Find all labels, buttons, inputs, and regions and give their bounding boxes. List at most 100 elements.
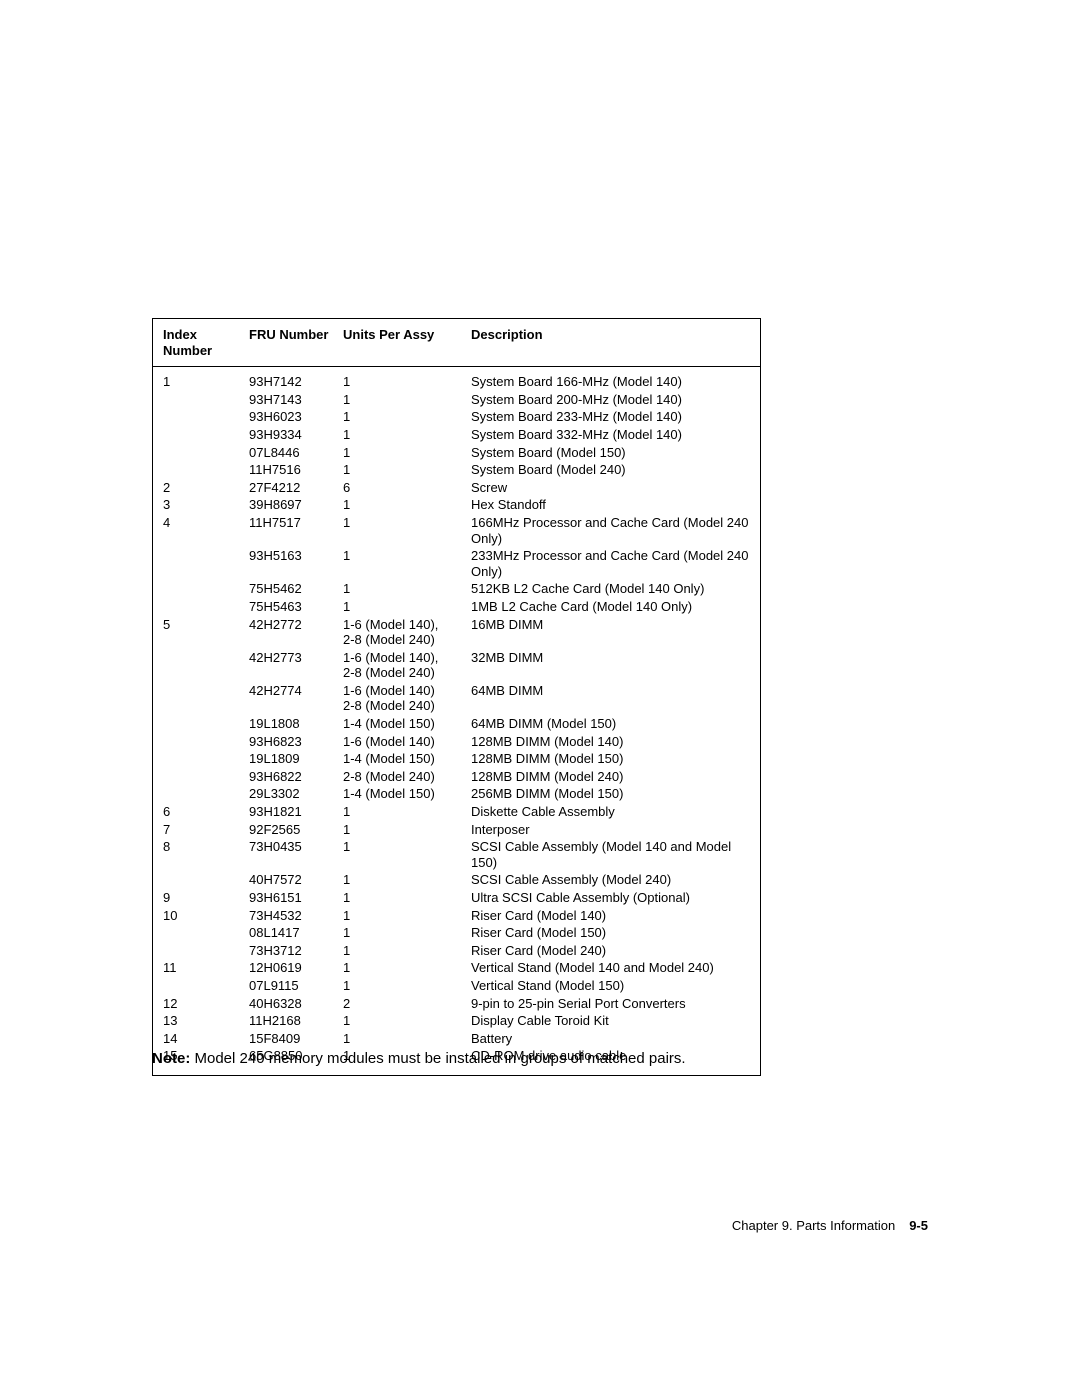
- cell-fru: 29L3302: [249, 786, 343, 802]
- note-text: Model 240 memory modules must be install…: [195, 1050, 686, 1067]
- cell-units: 2: [343, 996, 471, 1012]
- cell-fru: 07L9115: [249, 978, 343, 994]
- cell-fru: 73H0435: [249, 839, 343, 870]
- cell-index: 9: [163, 890, 249, 906]
- cell-fru: 73H3712: [249, 943, 343, 959]
- cell-description: Vertical Stand (Model 150): [471, 978, 750, 994]
- cell-index: [163, 427, 249, 443]
- table-row: 07L91151Vertical Stand (Model 150): [163, 977, 750, 995]
- cell-units: 1: [343, 943, 471, 959]
- cell-description: System Board 233-MHz (Model 140): [471, 409, 750, 425]
- cell-description: 64MB DIMM: [471, 683, 750, 714]
- cell-units: 1: [343, 497, 471, 513]
- cell-index: [163, 581, 249, 597]
- cell-units: 1: [343, 445, 471, 461]
- cell-units: 1-6 (Model 140), 2-8 (Model 240): [343, 650, 471, 681]
- table-row: 227F42126Screw: [163, 479, 750, 497]
- table-row: 93H93341System Board 332-MHz (Model 140): [163, 426, 750, 444]
- cell-description: System Board 332-MHz (Model 140): [471, 427, 750, 443]
- cell-units: 1: [343, 978, 471, 994]
- table-row: 11H75161System Board (Model 240): [163, 461, 750, 479]
- cell-index: [163, 409, 249, 425]
- cell-index: [163, 462, 249, 478]
- cell-fru: 42H2773: [249, 650, 343, 681]
- cell-index: [163, 943, 249, 959]
- cell-units: 1: [343, 960, 471, 976]
- table-row: 93H71431System Board 200-MHz (Model 140): [163, 391, 750, 409]
- cell-index: [163, 872, 249, 888]
- cell-fru: 73H4532: [249, 908, 343, 924]
- cell-index: 5: [163, 617, 249, 648]
- table-row: 93H68222-8 (Model 240)128MB DIMM (Model …: [163, 768, 750, 786]
- table-row: 42H27741-6 (Model 140) 2-8 (Model 240)64…: [163, 682, 750, 715]
- cell-units: 2-8 (Model 240): [343, 769, 471, 785]
- cell-index: [163, 978, 249, 994]
- cell-fru: 93H6822: [249, 769, 343, 785]
- cell-units: 1-6 (Model 140): [343, 734, 471, 750]
- cell-units: 1: [343, 1031, 471, 1047]
- table-row: 693H18211Diskette Cable Assembly: [163, 803, 750, 821]
- note: Note: Model 240 memory modules must be i…: [152, 1050, 686, 1067]
- table-row: 08L14171Riser Card (Model 150): [163, 924, 750, 942]
- table-row: 93H68231-6 (Model 140)128MB DIMM (Model …: [163, 733, 750, 751]
- cell-fru: 93H6823: [249, 734, 343, 750]
- cell-fru: 08L1417: [249, 925, 343, 941]
- table-row: 73H37121Riser Card (Model 240): [163, 942, 750, 960]
- cell-units: 1-6 (Model 140) 2-8 (Model 240): [343, 683, 471, 714]
- table-row: 19L18081-4 (Model 150)64MB DIMM (Model 1…: [163, 715, 750, 733]
- cell-description: System Board (Model 150): [471, 445, 750, 461]
- cell-units: 1: [343, 462, 471, 478]
- cell-units: 1-4 (Model 150): [343, 716, 471, 732]
- cell-index: 4: [163, 515, 249, 546]
- parts-table: Index Number FRU Number Units Per Assy D…: [152, 318, 761, 1076]
- cell-description: Display Cable Toroid Kit: [471, 1013, 750, 1029]
- cell-index: [163, 786, 249, 802]
- cell-description: Riser Card (Model 140): [471, 908, 750, 924]
- cell-index: [163, 683, 249, 714]
- header-units: Units Per Assy: [343, 327, 471, 358]
- cell-description: 233MHz Processor and Cache Card (Model 2…: [471, 548, 750, 579]
- table-row: 75H54621512KB L2 Cache Card (Model 140 O…: [163, 580, 750, 598]
- cell-description: 32MB DIMM: [471, 650, 750, 681]
- table-row: 993H61511Ultra SCSI Cable Assembly (Opti…: [163, 889, 750, 907]
- cell-units: 1: [343, 822, 471, 838]
- table-row: 1311H21681Display Cable Toroid Kit: [163, 1012, 750, 1030]
- document-page: Index Number FRU Number Units Per Assy D…: [0, 0, 1080, 1397]
- cell-description: Battery: [471, 1031, 750, 1047]
- cell-fru: 93H6151: [249, 890, 343, 906]
- cell-description: Vertical Stand (Model 140 and Model 240): [471, 960, 750, 976]
- cell-index: 14: [163, 1031, 249, 1047]
- cell-description: SCSI Cable Assembly (Model 240): [471, 872, 750, 888]
- cell-units: 1-4 (Model 150): [343, 786, 471, 802]
- header-index: Index Number: [163, 327, 249, 358]
- table-row: 792F25651Interposer: [163, 821, 750, 839]
- cell-fru: 93H6023: [249, 409, 343, 425]
- cell-fru: 19L1808: [249, 716, 343, 732]
- table-row: 1415F84091Battery: [163, 1030, 750, 1048]
- page-footer: Chapter 9. Parts Information 9-5: [0, 1218, 1080, 1233]
- table-body: 193H71421System Board 166-MHz (Model 140…: [153, 367, 760, 1075]
- cell-description: Screw: [471, 480, 750, 496]
- cell-units: 1: [343, 409, 471, 425]
- cell-index: [163, 769, 249, 785]
- cell-description: Interposer: [471, 822, 750, 838]
- cell-units: 1: [343, 1013, 471, 1029]
- cell-index: [163, 734, 249, 750]
- cell-fru: 11H7516: [249, 462, 343, 478]
- cell-units: 1-4 (Model 150): [343, 751, 471, 767]
- cell-units: 1: [343, 427, 471, 443]
- cell-description: 128MB DIMM (Model 150): [471, 751, 750, 767]
- cell-description: 128MB DIMM (Model 240): [471, 769, 750, 785]
- cell-fru: 93H7142: [249, 374, 343, 390]
- cell-index: [163, 751, 249, 767]
- footer-page-number: 9-5: [909, 1218, 928, 1233]
- cell-index: [163, 716, 249, 732]
- cell-fru: 93H1821: [249, 804, 343, 820]
- cell-fru: 92F2565: [249, 822, 343, 838]
- cell-index: 10: [163, 908, 249, 924]
- cell-index: 11: [163, 960, 249, 976]
- cell-description: 512KB L2 Cache Card (Model 140 Only): [471, 581, 750, 597]
- cell-fru: 27F4212: [249, 480, 343, 496]
- cell-index: [163, 392, 249, 408]
- cell-description: Ultra SCSI Cable Assembly (Optional): [471, 890, 750, 906]
